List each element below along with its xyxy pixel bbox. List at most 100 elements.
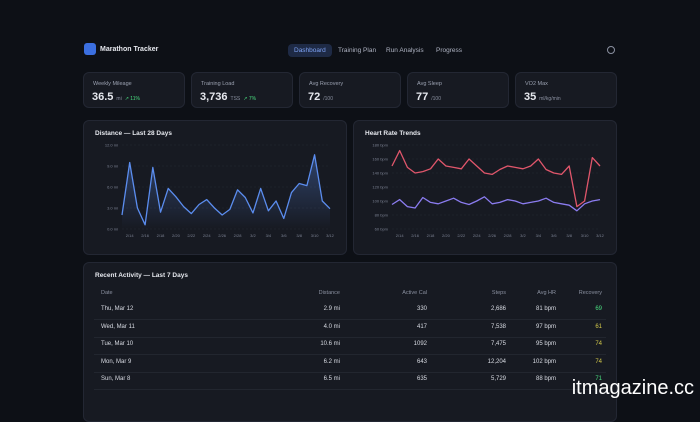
column-header: Avg HR	[537, 290, 556, 296]
y-tick-label: 120 bpm	[372, 185, 388, 190]
settings-icon[interactable]	[607, 46, 615, 54]
table-cell: 74	[595, 359, 602, 365]
kpi-unit: /100	[323, 96, 333, 102]
y-tick-label: 140 bpm	[372, 171, 388, 176]
table-cell: 69	[595, 306, 602, 312]
line	[392, 197, 600, 211]
x-tick-label: 3/12	[326, 233, 335, 238]
table-cell: 2.9 mi	[324, 306, 340, 312]
table-cell: 95 bpm	[536, 341, 556, 347]
nav-link[interactable]: Training Plan	[332, 44, 382, 57]
x-tick-label: 3/10	[581, 233, 590, 238]
x-tick-label: 3/2	[250, 233, 256, 238]
table-cell: 6.2 mi	[324, 359, 340, 365]
logo	[84, 43, 96, 55]
table-cell: 6.5 mi	[324, 376, 340, 382]
table-cell: 330	[417, 306, 427, 312]
page: Marathon Tracker Dashboard Training Plan…	[0, 0, 700, 404]
x-tick-label: 2/22	[187, 233, 196, 238]
column-header: Steps	[492, 290, 506, 296]
table-title: Recent Activity — Last 7 Days	[95, 272, 188, 279]
kpi-number: 36.5	[92, 91, 113, 103]
y-tick-label: 3.0 mi	[107, 206, 118, 211]
column-header: Active Cal	[402, 290, 427, 296]
chart: 0.0 mi 3.0 mi 6.0 mi 9.0 mi 12.0 mi 2/14 2/16 2…	[84, 121, 346, 254]
x-tick-label: 2/18	[427, 233, 436, 238]
x-tick-label: 2/24	[203, 233, 212, 238]
y-tick-label: 12.0 mi	[105, 143, 118, 148]
x-tick-label: 2/28	[504, 233, 513, 238]
kpi-number: 35	[524, 91, 536, 103]
kpi-label: Avg Recovery	[309, 81, 343, 87]
table-cell: 81 bpm	[536, 306, 556, 312]
x-tick-label: 2/18	[157, 233, 166, 238]
row-divider	[94, 389, 606, 390]
column-header: Distance	[319, 290, 340, 296]
table-cell: 12,204	[488, 359, 506, 365]
table-cell: 643	[417, 359, 427, 365]
nav-link[interactable]: Progress	[430, 44, 468, 57]
y-tick-label: 180 bpm	[372, 143, 388, 148]
kpi-number: 72	[308, 91, 320, 103]
nav-link[interactable]: Run Analysis	[380, 44, 430, 57]
kpi-label: Training Load	[201, 81, 234, 87]
row-divider	[94, 337, 606, 338]
app-title: Marathon Tracker	[100, 46, 158, 53]
table-cell: 74	[595, 341, 602, 347]
x-tick-label: 3/8	[296, 233, 302, 238]
kpi-value: 77/100	[416, 91, 441, 103]
kpi-unit: TSS	[231, 96, 241, 102]
y-tick-label: 60 bpm	[375, 227, 389, 232]
table-cell: Wed, Mar 11	[101, 324, 135, 330]
table-cell: 417	[417, 324, 427, 330]
x-tick-label: 3/4	[536, 233, 542, 238]
table-cell: 88 bpm	[536, 376, 556, 382]
y-tick-label: 100 bpm	[372, 199, 388, 204]
x-tick-label: 2/14	[126, 233, 135, 238]
table-cell: 1092	[414, 341, 427, 347]
x-tick-label: 2/26	[218, 233, 227, 238]
x-tick-label: 3/4	[266, 233, 272, 238]
kpi-card: Avg Recovery 72/100	[299, 72, 401, 108]
y-tick-label: 80 bpm	[375, 213, 389, 218]
kpi-number: 3,736	[200, 91, 228, 103]
table-cell: Sun, Mar 8	[101, 376, 130, 382]
table-cell: 7,538	[491, 324, 506, 330]
table-cell: 5,729	[491, 376, 506, 382]
table-cell: 7,475	[491, 341, 506, 347]
table-cell: 61	[595, 324, 602, 330]
table-cell: Tue, Mar 10	[101, 341, 133, 347]
nav-link[interactable]: Dashboard	[288, 44, 332, 57]
x-tick-label: 2/20	[172, 233, 181, 238]
y-tick-label: 9.0 mi	[107, 164, 118, 169]
kpi-unit: /100	[431, 96, 441, 102]
kpi-change: ↗ 11%	[125, 96, 140, 102]
x-tick-label: 2/14	[396, 233, 405, 238]
watermark: itmagazine.cc	[572, 377, 694, 400]
x-tick-label: 2/24	[473, 233, 482, 238]
x-tick-label: 2/28	[234, 233, 243, 238]
row-divider	[94, 319, 606, 320]
x-tick-label: 2/16	[141, 233, 150, 238]
table-cell: Thu, Mar 12	[101, 306, 133, 312]
table-cell: 2,686	[491, 306, 506, 312]
kpi-value: 72/100	[308, 91, 333, 103]
kpi-unit: mi	[116, 96, 121, 102]
table-cell: Mon, Mar 9	[101, 359, 131, 365]
x-tick-label: 3/10	[311, 233, 320, 238]
x-tick-label: 3/12	[596, 233, 605, 238]
table-cell: 10.6 mi	[320, 341, 340, 347]
x-tick-label: 2/26	[488, 233, 497, 238]
x-tick-label: 2/22	[457, 233, 466, 238]
y-tick-label: 0.0 mi	[107, 227, 118, 232]
x-tick-label: 3/8	[566, 233, 572, 238]
y-tick-label: 6.0 mi	[107, 185, 118, 190]
